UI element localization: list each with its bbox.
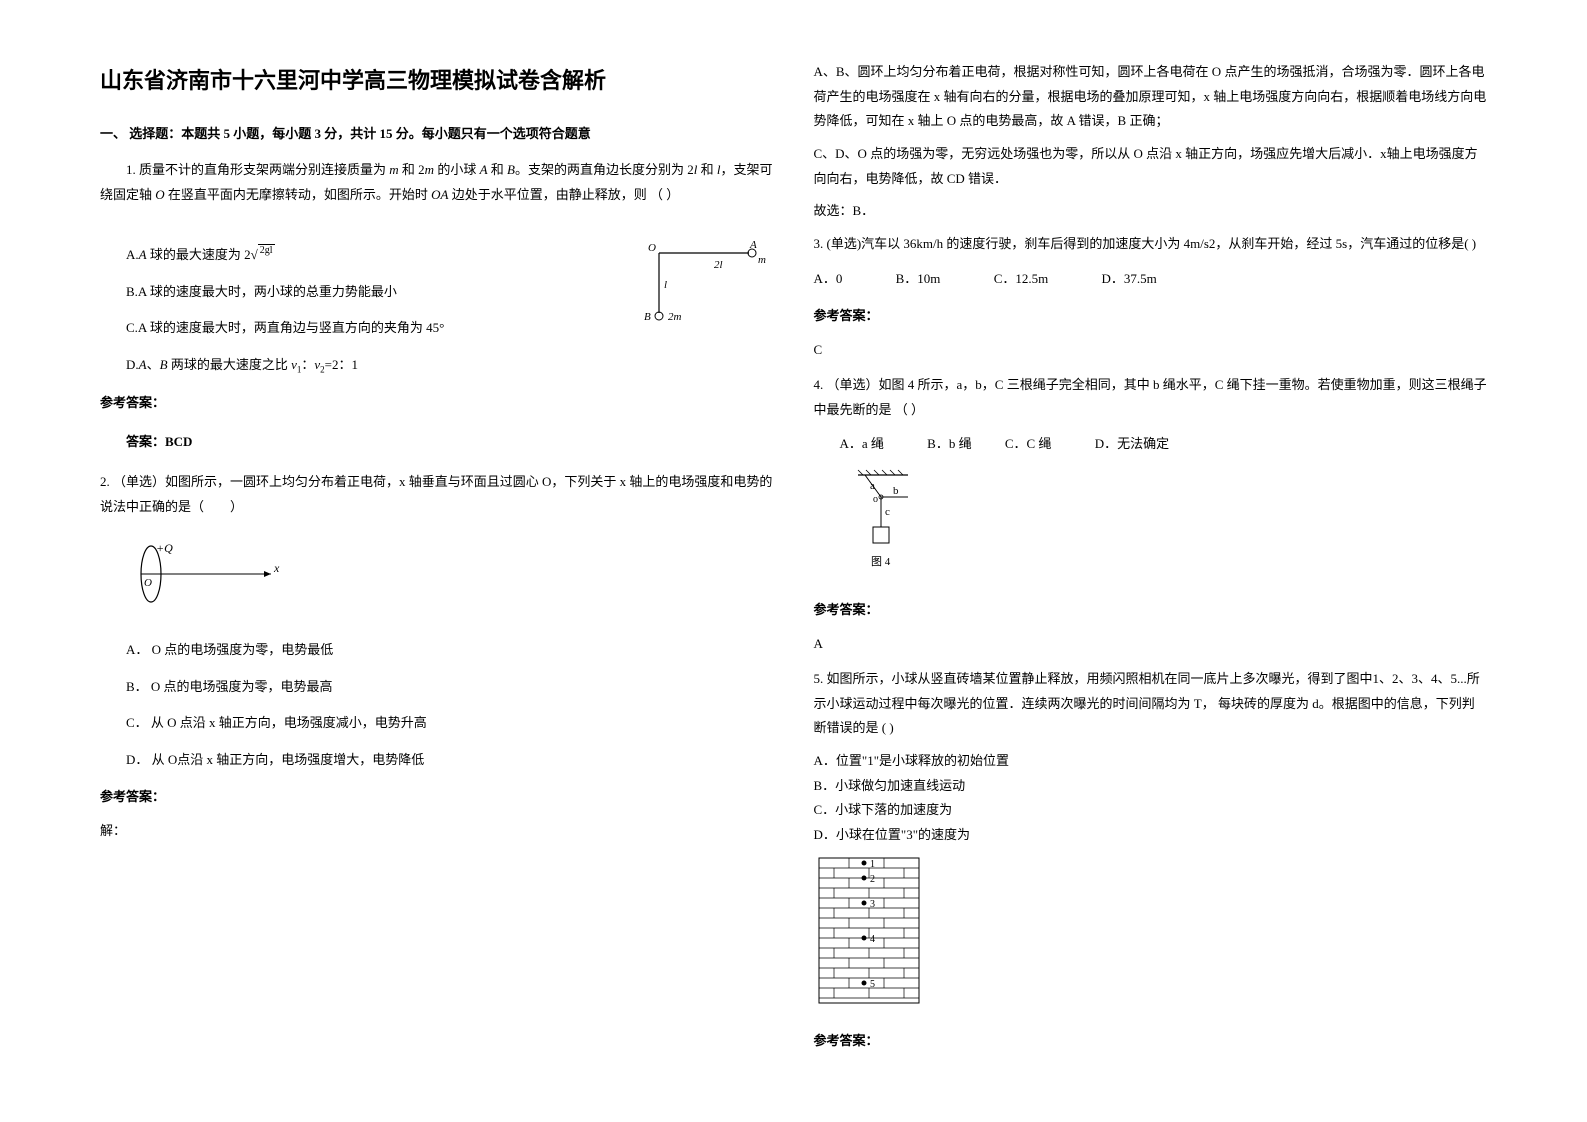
q1-diag-l: l [664, 279, 667, 291]
q1-optD-4: =2：1 [325, 357, 358, 372]
q5-option-d: D．小球在位置"3"的速度为 [814, 823, 1488, 848]
q4-diag-c: c [885, 506, 890, 518]
q1-option-d: D.A、B 两球的最大速度之比 v1：v2=2：1 [126, 353, 774, 379]
q1-diag-2l: 2l [714, 259, 723, 271]
q1-diag-A: A [749, 239, 757, 251]
q2-diag-Q: +Q [156, 541, 173, 555]
q3-option-d: D．37.5m [1101, 267, 1156, 292]
q5-option-a: A．位置"1"是小球释放的初始位置 [814, 749, 1488, 774]
q1-optD-3: ： [301, 357, 314, 372]
q1-var-OA: OA [431, 187, 448, 202]
document-title: 山东省济南市十六里河中学高三物理模拟试卷含解析 [100, 60, 774, 102]
question-4: 4. （单选）如图 4 所示，a，b，C 三根绳子完全相同，其中 b 绳水平，C… [814, 373, 1488, 422]
q4-answer-label: 参考答案： [814, 598, 1488, 623]
question-2: 2. （单选）如图所示，一圆环上均匀分布着正电荷，x 轴垂直与环面且过圆心 O，… [100, 470, 774, 519]
q4-answer: A [814, 632, 1488, 657]
q1-text-7: 在竖直平面内无摩擦转动，如图所示。开始时 [165, 187, 432, 202]
q1-var-m2: m [425, 162, 434, 177]
q3-option-a: A．0 [814, 267, 843, 292]
q4-diag-label: 图 4 [871, 555, 891, 568]
q1-text-1: 和 2 [399, 162, 425, 177]
q1-text-8: 边处于水平位置，由静止释放，则 （ ） [449, 187, 680, 202]
q4-diag-a: a [870, 480, 875, 492]
q1-optD-v0: A [139, 357, 147, 372]
q3-options: A．0 B．10m C．12.5m D．37.5m [814, 267, 1488, 292]
q4-options: A．a 绳 B．b 绳 C．C 绳 D．无法确定 [840, 432, 1488, 457]
question-3: 3. (单选)汽车以 36km/h 的速度行驶，刹车后得到的加速度大小为 4m/… [814, 232, 1488, 257]
q1-optA-prefix: A. [126, 247, 139, 262]
q2-conclusion: 故选：B． [814, 199, 1488, 224]
q2-explain-2: C、D、O 点的场强为零，无穷远处场强也为零，所以从 O 点沿 x 轴正方向，场… [814, 142, 1488, 191]
q5-diag-2: 2 [870, 874, 875, 885]
q1-var-B: B [507, 162, 515, 177]
q1-text-5: 和 [697, 162, 717, 177]
q1-diag-B: B [644, 311, 651, 323]
q2-option-c: C． 从 O 点沿 x 轴正方向，电场强度减小，电势升高 [126, 711, 774, 736]
q1-var-A: A [480, 162, 488, 177]
right-column: A、B、圆环上均匀分布着正电荷，根据对称性可知，圆环上各电荷在 O 点产生的场强… [794, 60, 1508, 1082]
q1-var-O: O [155, 187, 164, 202]
q3-option-b: B．10m [896, 267, 941, 292]
q1-optD-2: 两球的最大速度之比 [168, 357, 292, 372]
q3-answer-label: 参考答案： [814, 304, 1488, 329]
q1-answer: 答案：BCD [126, 430, 774, 455]
q3-option-c: C．12.5m [994, 267, 1049, 292]
q1-optA-text1: 球的最大速度为 2 [147, 247, 251, 262]
q2-explain-1: A、B、圆环上均匀分布着正电荷，根据对称性可知，圆环上各电荷在 O 点产生的场强… [814, 60, 1488, 134]
q1-var-m: m [389, 162, 398, 177]
q1-answer-label: 参考答案： [100, 391, 774, 416]
q2-option-a: A． O 点的电场强度为零，电势最低 [126, 638, 774, 663]
q2-option-b: B． O 点的电场强度为零，电势最高 [126, 675, 774, 700]
q1-text-2: 的小球 [434, 162, 480, 177]
q1-optD-v1: B [160, 357, 168, 372]
q4-option-b: B．b 绳 [927, 432, 971, 457]
question-1: 1. 质量不计的直角形支架两端分别连接质量为 m 和 2m 的小球 A 和 B。… [100, 158, 774, 207]
q5-diag-5: 5 [870, 979, 875, 990]
q5-diag-4: 4 [870, 934, 875, 945]
q1-diag-m: m [758, 254, 766, 266]
question-5: 5. 如图所示，小球从竖直砖墙某位置静止释放，用频闪照相机在同一底片上多次曝光，… [814, 667, 1488, 741]
q1-diag-O: O [648, 242, 656, 254]
q1-optD-1: 、 [147, 357, 160, 372]
q1-optD-0: D. [126, 357, 139, 372]
q1-text-0: 1. 质量不计的直角形支架两端分别连接质量为 [126, 162, 389, 177]
q2-diag-x: x [273, 561, 280, 575]
q5-option-b: B．小球做匀加速直线运动 [814, 774, 1488, 799]
q4-option-a: A．a 绳 [840, 432, 884, 457]
q4-diag-b: b [893, 485, 899, 497]
q4-diagram: a b c o 图 4 [853, 467, 1488, 586]
q5-answer-label: 参考答案： [814, 1029, 1488, 1054]
q3-answer: C [814, 338, 1488, 363]
q2-option-d: D． 从 O点沿 x 轴正方向，电场强度增大，电势降低 [126, 748, 774, 773]
section-header: 一、 选择题：本题共 5 小题，每小题 3 分，共计 15 分。每小题只有一个选… [100, 122, 774, 147]
q4-option-c: C．C 绳 [1005, 432, 1052, 457]
q4-diag-o: o [873, 494, 878, 505]
q1-diag-2m: 2m [668, 311, 682, 323]
q2-diagram: +Q O x [126, 534, 774, 623]
q4-option-d: D．无法确定 [1095, 432, 1169, 457]
q5-diag-1: 1 [870, 859, 875, 870]
q5-diagram: 1 2 3 4 5 [814, 853, 1488, 1017]
q2-answer-label: 参考答案： [100, 785, 774, 810]
q5-diag-3: 3 [870, 899, 875, 910]
q2-explain-label: 解： [100, 819, 774, 844]
q1-text-3: 和 [488, 162, 508, 177]
left-column: 山东省济南市十六里河中学高三物理模拟试卷含解析 一、 选择题：本题共 5 小题，… [80, 60, 794, 1082]
q1-diagram: O A B 2l l m 2m [644, 238, 774, 337]
q2-diag-O: O [144, 577, 152, 589]
q1-optA-sqrt: 2gl [258, 244, 275, 256]
q1-text-4: 。支架的两直角边长度分别为 2 [515, 162, 694, 177]
q5-option-c: C．小球下落的加速度为 [814, 798, 1488, 823]
